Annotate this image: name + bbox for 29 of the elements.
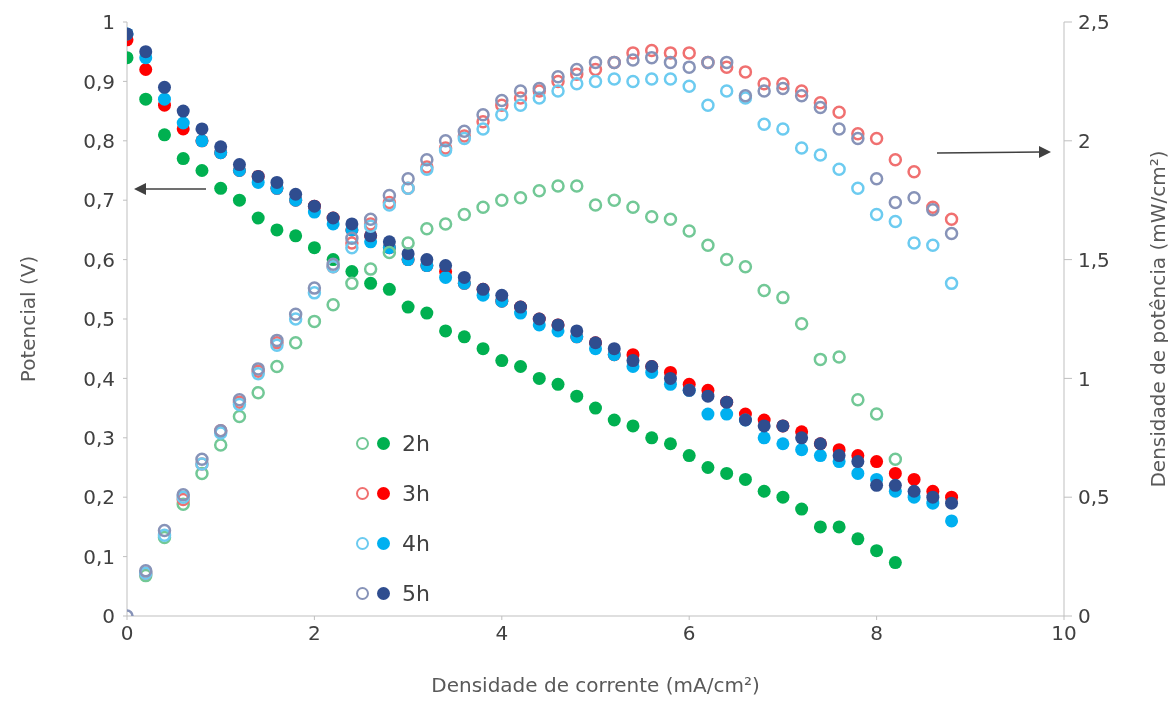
- x-axis-title: Densidade de corrente (mA/cm²): [431, 673, 760, 697]
- y-tick-label: 0,8: [83, 128, 115, 153]
- y-tick-label: 1: [102, 10, 115, 35]
- y2-tick-label: 0,5: [1078, 485, 1110, 510]
- y-tick-label: 0,5: [83, 307, 115, 332]
- y-tick-label: 0,3: [83, 425, 115, 450]
- x-tick-label: 6: [682, 621, 696, 646]
- x-tick-label: 8: [870, 621, 883, 646]
- y2-tick-label: 2: [1078, 128, 1091, 153]
- legend-label: 5h: [402, 580, 430, 606]
- x-tick-label: 0: [120, 621, 134, 646]
- y-tick-label: 0,9: [83, 69, 115, 94]
- y2-tick-label: 1: [1078, 366, 1091, 391]
- y-tick-label: 0: [102, 604, 115, 629]
- y2-tick-label: 0: [1078, 604, 1091, 629]
- legend-label: 2h: [402, 430, 430, 456]
- x-tick-label: 4: [495, 621, 509, 646]
- y-tick-label: 0,1: [83, 544, 115, 569]
- y-tick-label: 0,7: [83, 188, 115, 213]
- y-axis-title: Potencial (V): [16, 255, 41, 383]
- y2-tick-label: 2,5: [1078, 10, 1110, 35]
- x-tick-label: 10: [1051, 621, 1077, 646]
- y2-tick-label: 1,5: [1078, 247, 1110, 272]
- y-tick-label: 0,6: [83, 247, 115, 272]
- legend-label: 3h: [402, 480, 430, 506]
- x-tick-label: 2: [308, 621, 321, 646]
- legend-label: 4h: [402, 530, 430, 556]
- y-tick-label: 0,2: [83, 485, 115, 510]
- y-tick-label: 0,4: [83, 366, 115, 391]
